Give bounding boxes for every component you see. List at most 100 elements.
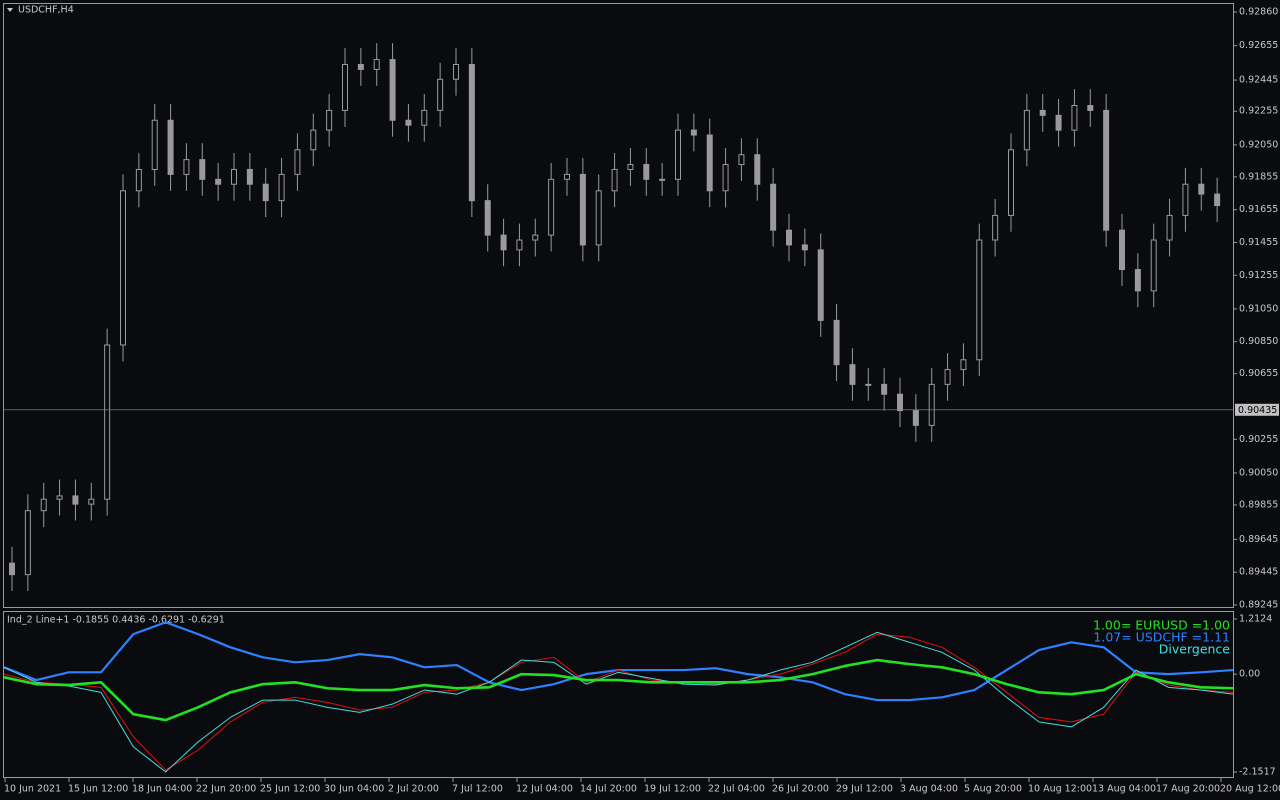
y-tick-label: -2.1517 bbox=[1239, 767, 1276, 778]
candle-body bbox=[579, 173, 586, 246]
y-tick-label: 0.89245 bbox=[1239, 600, 1278, 611]
candle-body bbox=[801, 244, 808, 251]
indicator-line bbox=[3, 633, 1234, 771]
x-tick-label: 5 Aug 20:00 bbox=[964, 784, 1022, 795]
candle-body bbox=[468, 63, 475, 202]
x-tick-label: 2 Jul 20:00 bbox=[388, 784, 439, 795]
x-tick-label: 18 Jun 04:00 bbox=[132, 784, 192, 795]
candle-body bbox=[1039, 109, 1046, 116]
x-tick-label: 20 Aug 12:00 bbox=[1220, 784, 1280, 795]
y-tick-label: 1.2124 bbox=[1239, 614, 1272, 625]
candle-body bbox=[1198, 183, 1205, 195]
y-tick-label: 0.91050 bbox=[1239, 303, 1278, 314]
x-tick-label: 17 Aug 20:00 bbox=[1156, 784, 1220, 795]
y-tick-label: 0.89445 bbox=[1239, 567, 1278, 578]
y-tick-label: 0.89645 bbox=[1239, 534, 1278, 545]
indicator-frame bbox=[3, 611, 1234, 778]
candle-body bbox=[246, 168, 253, 185]
candle-body bbox=[342, 63, 348, 111]
y-tick-label: 0.92445 bbox=[1239, 75, 1278, 86]
price-label: 0.90435 bbox=[1238, 405, 1277, 416]
candle-body bbox=[912, 410, 919, 426]
candle-body bbox=[833, 319, 840, 366]
candle-body bbox=[1023, 109, 1030, 151]
candle-body bbox=[722, 164, 729, 192]
candle-body bbox=[9, 562, 15, 576]
legend-entry: Divergence bbox=[1159, 642, 1231, 657]
y-tick-label: 0.92655 bbox=[1239, 40, 1278, 51]
y-tick-label: 0.91655 bbox=[1239, 204, 1278, 215]
candle-body bbox=[532, 234, 539, 241]
candle-body bbox=[817, 249, 824, 321]
candle-body bbox=[865, 383, 872, 386]
y-tick-label: 0.90655 bbox=[1239, 368, 1278, 379]
x-tick-label: 19 Jul 12:00 bbox=[644, 784, 701, 795]
candle-body bbox=[849, 364, 856, 385]
y-tick-label: 0.00 bbox=[1239, 669, 1260, 680]
candle-body bbox=[786, 229, 792, 246]
candle-body bbox=[960, 359, 967, 371]
x-tick-label: 15 Jun 12:00 bbox=[68, 784, 128, 795]
x-tick-label: 3 Aug 04:00 bbox=[900, 784, 958, 795]
candle-body bbox=[611, 168, 618, 192]
candle-body bbox=[516, 239, 523, 251]
candle-body bbox=[881, 383, 888, 395]
candle-body bbox=[738, 154, 745, 166]
candle-body bbox=[24, 510, 31, 576]
candle-body bbox=[770, 183, 777, 231]
y-tick-label: 0.92860 bbox=[1239, 7, 1278, 18]
x-tick-label: 26 Jul 20:00 bbox=[772, 784, 829, 795]
indicator-line bbox=[3, 658, 1234, 722]
candle-body bbox=[643, 164, 650, 180]
candle-body bbox=[72, 495, 79, 505]
indicator-line bbox=[3, 631, 1234, 773]
legend-entry: 1.00= EURUSD =1.00 bbox=[1093, 618, 1230, 633]
candle-body bbox=[992, 214, 999, 241]
x-tick-label: 30 Jun 04:00 bbox=[324, 784, 384, 795]
candle-body bbox=[389, 59, 396, 121]
candle-body bbox=[595, 190, 602, 246]
candle-body bbox=[421, 109, 428, 126]
x-tick-label: 10 Jun 2021 bbox=[4, 784, 61, 795]
candle-body bbox=[357, 63, 364, 70]
x-tick-label: 12 Jul 04:00 bbox=[516, 784, 573, 795]
x-tick-label: 29 Jul 12:00 bbox=[836, 784, 893, 795]
candle-body bbox=[1087, 105, 1094, 111]
candle-body bbox=[1214, 193, 1221, 207]
price-label-box bbox=[1235, 403, 1279, 416]
candle-body bbox=[484, 200, 491, 236]
candle-body bbox=[1150, 239, 1157, 292]
candle-body bbox=[1008, 149, 1014, 216]
candle-body bbox=[373, 59, 380, 70]
candle-body bbox=[1182, 183, 1189, 216]
x-tick-label: 22 Jun 20:00 bbox=[196, 784, 256, 795]
candle-body bbox=[627, 164, 634, 170]
candle-body bbox=[564, 173, 570, 180]
candle-body bbox=[897, 393, 903, 412]
candle-body bbox=[310, 129, 317, 151]
candle-body bbox=[1166, 214, 1173, 241]
candle-body bbox=[548, 178, 555, 236]
candle-body bbox=[690, 129, 697, 136]
x-tick-label: 14 Jul 20:00 bbox=[580, 784, 637, 795]
candle-body bbox=[675, 129, 681, 180]
candle-body bbox=[326, 109, 333, 131]
candle-body bbox=[135, 168, 142, 192]
candle-body bbox=[120, 190, 126, 346]
candle-body bbox=[151, 119, 158, 170]
candle-body bbox=[754, 154, 761, 185]
candle-body bbox=[215, 178, 222, 185]
x-tick-label: 22 Jul 04:00 bbox=[708, 784, 765, 795]
y-tick-label: 0.91855 bbox=[1239, 171, 1278, 182]
candle-body bbox=[659, 178, 666, 181]
candle-body bbox=[294, 149, 301, 175]
candle-body bbox=[40, 498, 47, 512]
candle-body bbox=[199, 159, 206, 180]
candle-body bbox=[1134, 269, 1141, 292]
indicator-title: Ind_2 Line+1 -0.1855 0.4436 -0.6291 -0.6… bbox=[7, 615, 225, 626]
candle-body bbox=[976, 239, 983, 361]
collapse-arrow[interactable] bbox=[7, 8, 13, 12]
candle-body bbox=[104, 344, 111, 500]
y-tick-label: 0.91255 bbox=[1239, 270, 1278, 281]
